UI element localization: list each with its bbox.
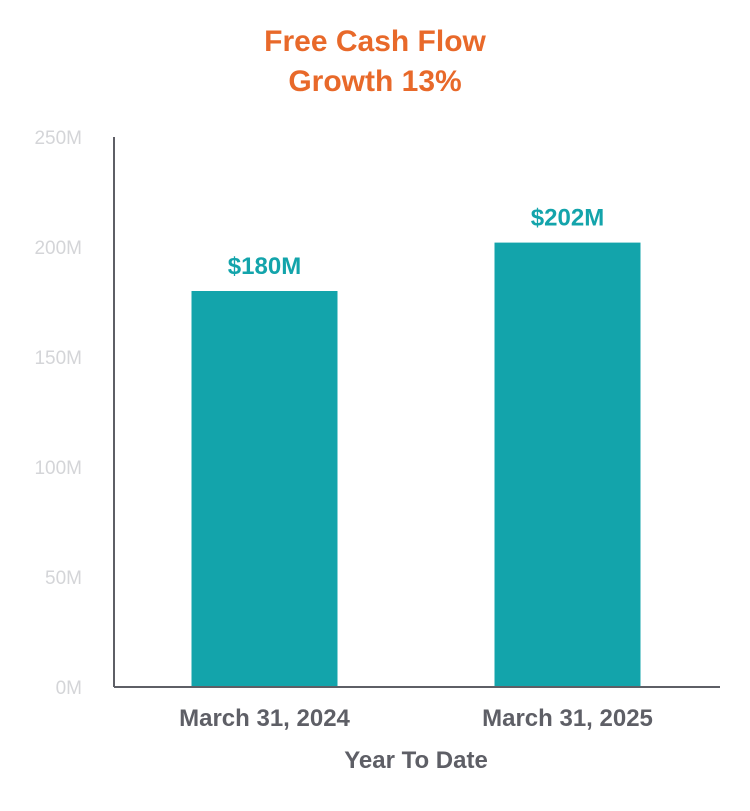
y-tick-label: 50M — [45, 568, 82, 589]
y-tick-label: 0M — [56, 678, 82, 699]
x-category-label: March 31, 2025 — [482, 705, 653, 732]
y-tick-label: 200M — [34, 238, 82, 259]
chart-title: Free Cash Flow Growth 13% — [264, 25, 486, 98]
y-axis-tick-labels: 0M 50M 100M 150M 200M 250M — [34, 128, 82, 699]
data-labels: $180M $202M — [228, 205, 604, 280]
y-tick-label: 250M — [34, 128, 82, 149]
y-tick-label: 150M — [34, 348, 82, 369]
x-axis-title: Year To Date — [344, 747, 488, 774]
y-tick-label: 100M — [34, 458, 82, 479]
x-axis-category-labels: March 31, 2024 March 31, 2025 — [179, 705, 653, 732]
x-category-label: March 31, 2024 — [179, 705, 350, 732]
chart-title-line-1: Free Cash Flow — [264, 25, 486, 58]
bar-data-label: $180M — [228, 253, 301, 280]
bar-data-label: $202M — [531, 205, 604, 232]
bars — [191, 242, 641, 687]
bar — [494, 242, 641, 687]
bar — [191, 291, 338, 687]
chart-title-line-2: Growth 13% — [288, 65, 461, 98]
